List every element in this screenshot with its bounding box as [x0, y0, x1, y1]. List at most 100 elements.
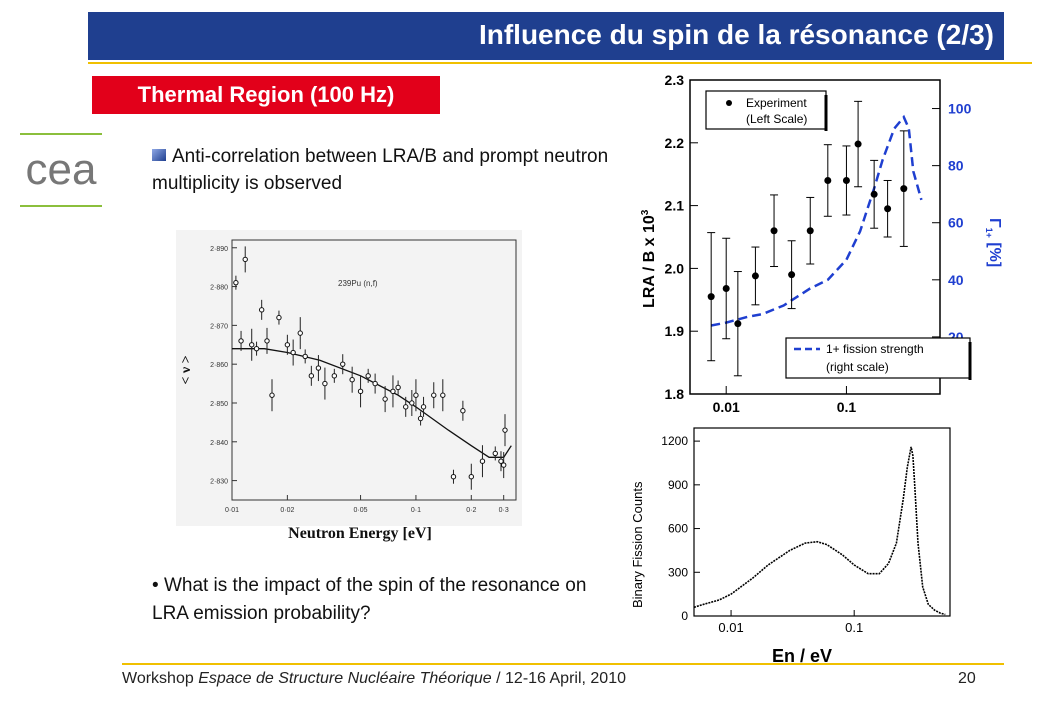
data-point: [431, 392, 437, 398]
data-point: [315, 365, 322, 371]
section-subtitle: Thermal Region (100 Hz): [92, 76, 440, 114]
x-tick-label: 0.01: [718, 620, 743, 635]
plot-frame: [689, 79, 941, 395]
data-point: [500, 462, 507, 468]
chart-annotation: 239Pu (n,f): [338, 279, 378, 288]
x-tick-label: 0·01: [225, 507, 239, 514]
data-point: [468, 474, 474, 480]
x-axis-label: Neutron Energy [eV]: [288, 525, 432, 542]
data-point: [372, 380, 378, 387]
y-tick-label: 300: [668, 565, 688, 579]
data-point: [417, 415, 424, 422]
data-point: [284, 342, 291, 348]
fit-curve: [232, 348, 512, 458]
data-point: [297, 330, 303, 336]
y-tick-label: 2·830: [210, 479, 228, 486]
data-point: [450, 474, 457, 480]
logo-text: cea: [26, 145, 97, 194]
data-point: [395, 384, 401, 391]
series-line-1plus-strength: [710, 114, 923, 327]
data-point: [854, 140, 862, 148]
data-point: [900, 185, 908, 193]
square-bullet-icon: [152, 149, 166, 161]
footer-prefix: Workshop: [122, 670, 199, 687]
data-point: [290, 349, 296, 356]
data-point: [502, 427, 508, 433]
legend-box-experiment: [705, 90, 827, 130]
x-tick-label: 0.1: [845, 620, 863, 635]
y2-tick-label: 40: [948, 272, 964, 288]
data-point: [242, 256, 248, 263]
y-axis-label: < ν >: [179, 355, 194, 384]
y2-tick-label: 60: [948, 215, 964, 231]
x-tick-label: 0.01: [713, 399, 740, 415]
y-axis-label: Binary Fission Counts: [630, 481, 645, 608]
y-tick-label: 2.0: [665, 260, 685, 276]
y-tick-label: 900: [668, 478, 688, 492]
data-point: [340, 361, 346, 367]
y2-axis-label-symbol: Γ: [986, 218, 1003, 228]
data-point: [842, 176, 850, 184]
y-tick-label: 1.9: [665, 323, 685, 339]
footer-divider: [122, 663, 1004, 665]
bullet-spin-question: • What is the impact of the spin of the …: [152, 572, 602, 628]
data-point: [460, 408, 466, 414]
y-tick-label: 0: [681, 609, 688, 623]
y-tick-label: 2·880: [210, 285, 228, 292]
data-point: [269, 392, 275, 398]
footer-date: / 12-16 April, 2010: [491, 670, 626, 687]
data-point: [302, 353, 308, 360]
legend-label-experiment: Experiment: [746, 96, 807, 110]
data-point: [264, 338, 270, 344]
legend-marker-experiment: [726, 100, 732, 106]
series-line-counts: [693, 446, 946, 616]
y-tick-label: 2.2: [665, 135, 685, 151]
y-tick-label: 2·840: [210, 440, 228, 447]
title-bar: Influence du spin de la résonance (2/3): [88, 12, 1004, 60]
legend-box-strength: [785, 337, 971, 379]
x-tick-label: 0·02: [280, 507, 294, 514]
data-point: [824, 176, 832, 184]
scan-background: [176, 230, 522, 526]
data-point: [357, 388, 364, 395]
y2-tick-label: 100: [948, 101, 972, 117]
data-point: [238, 338, 244, 344]
data-point: [492, 450, 498, 457]
data-point: [276, 314, 282, 321]
title-accent: [1004, 12, 1032, 60]
y-tick-label: 2·860: [210, 362, 228, 369]
x-axis-label: En / eV: [772, 646, 832, 666]
y2-axis-label-subscript: 1+: [984, 228, 994, 238]
x-tick-label: 0·2: [466, 507, 476, 514]
x-tick-label: 0·3: [499, 507, 509, 514]
slide-title: Influence du spin de la résonance (2/3): [478, 19, 994, 50]
data-point: [365, 373, 371, 379]
y-tick-label: 2·890: [210, 246, 228, 253]
data-point: [249, 342, 255, 348]
data-point: [390, 388, 396, 395]
data-point: [420, 404, 427, 410]
data-point: [884, 205, 892, 213]
data-point: [322, 380, 328, 387]
data-point: [498, 458, 504, 464]
data-point: [258, 307, 265, 313]
data-point: [788, 271, 796, 279]
x-tick-label: 0·1: [411, 507, 421, 514]
y-tick-label: 2·870: [210, 323, 228, 330]
y-tick-label: 1.8: [665, 386, 685, 402]
y-axis-label-main: LRA / B x 10: [641, 215, 658, 308]
plot-frame: [231, 239, 517, 501]
y2-axis-label: Γ1+ [%]: [984, 218, 1003, 267]
data-point: [233, 279, 239, 286]
legend-sublabel-strength: (right scale): [826, 360, 889, 374]
data-point: [403, 404, 409, 410]
cea-logo: cea: [20, 133, 102, 207]
data-point: [870, 190, 878, 198]
y-axis-label-exponent: 3: [640, 209, 651, 215]
legend-sublabel-experiment: (Left Scale): [746, 112, 807, 126]
footer: Workshop Espace de Structure Nucléaire T…: [122, 670, 626, 688]
y-tick-label: 1200: [661, 434, 688, 448]
data-point: [308, 373, 315, 379]
data-point: [382, 396, 388, 402]
y-axis-label: LRA / B x 103: [640, 209, 658, 308]
